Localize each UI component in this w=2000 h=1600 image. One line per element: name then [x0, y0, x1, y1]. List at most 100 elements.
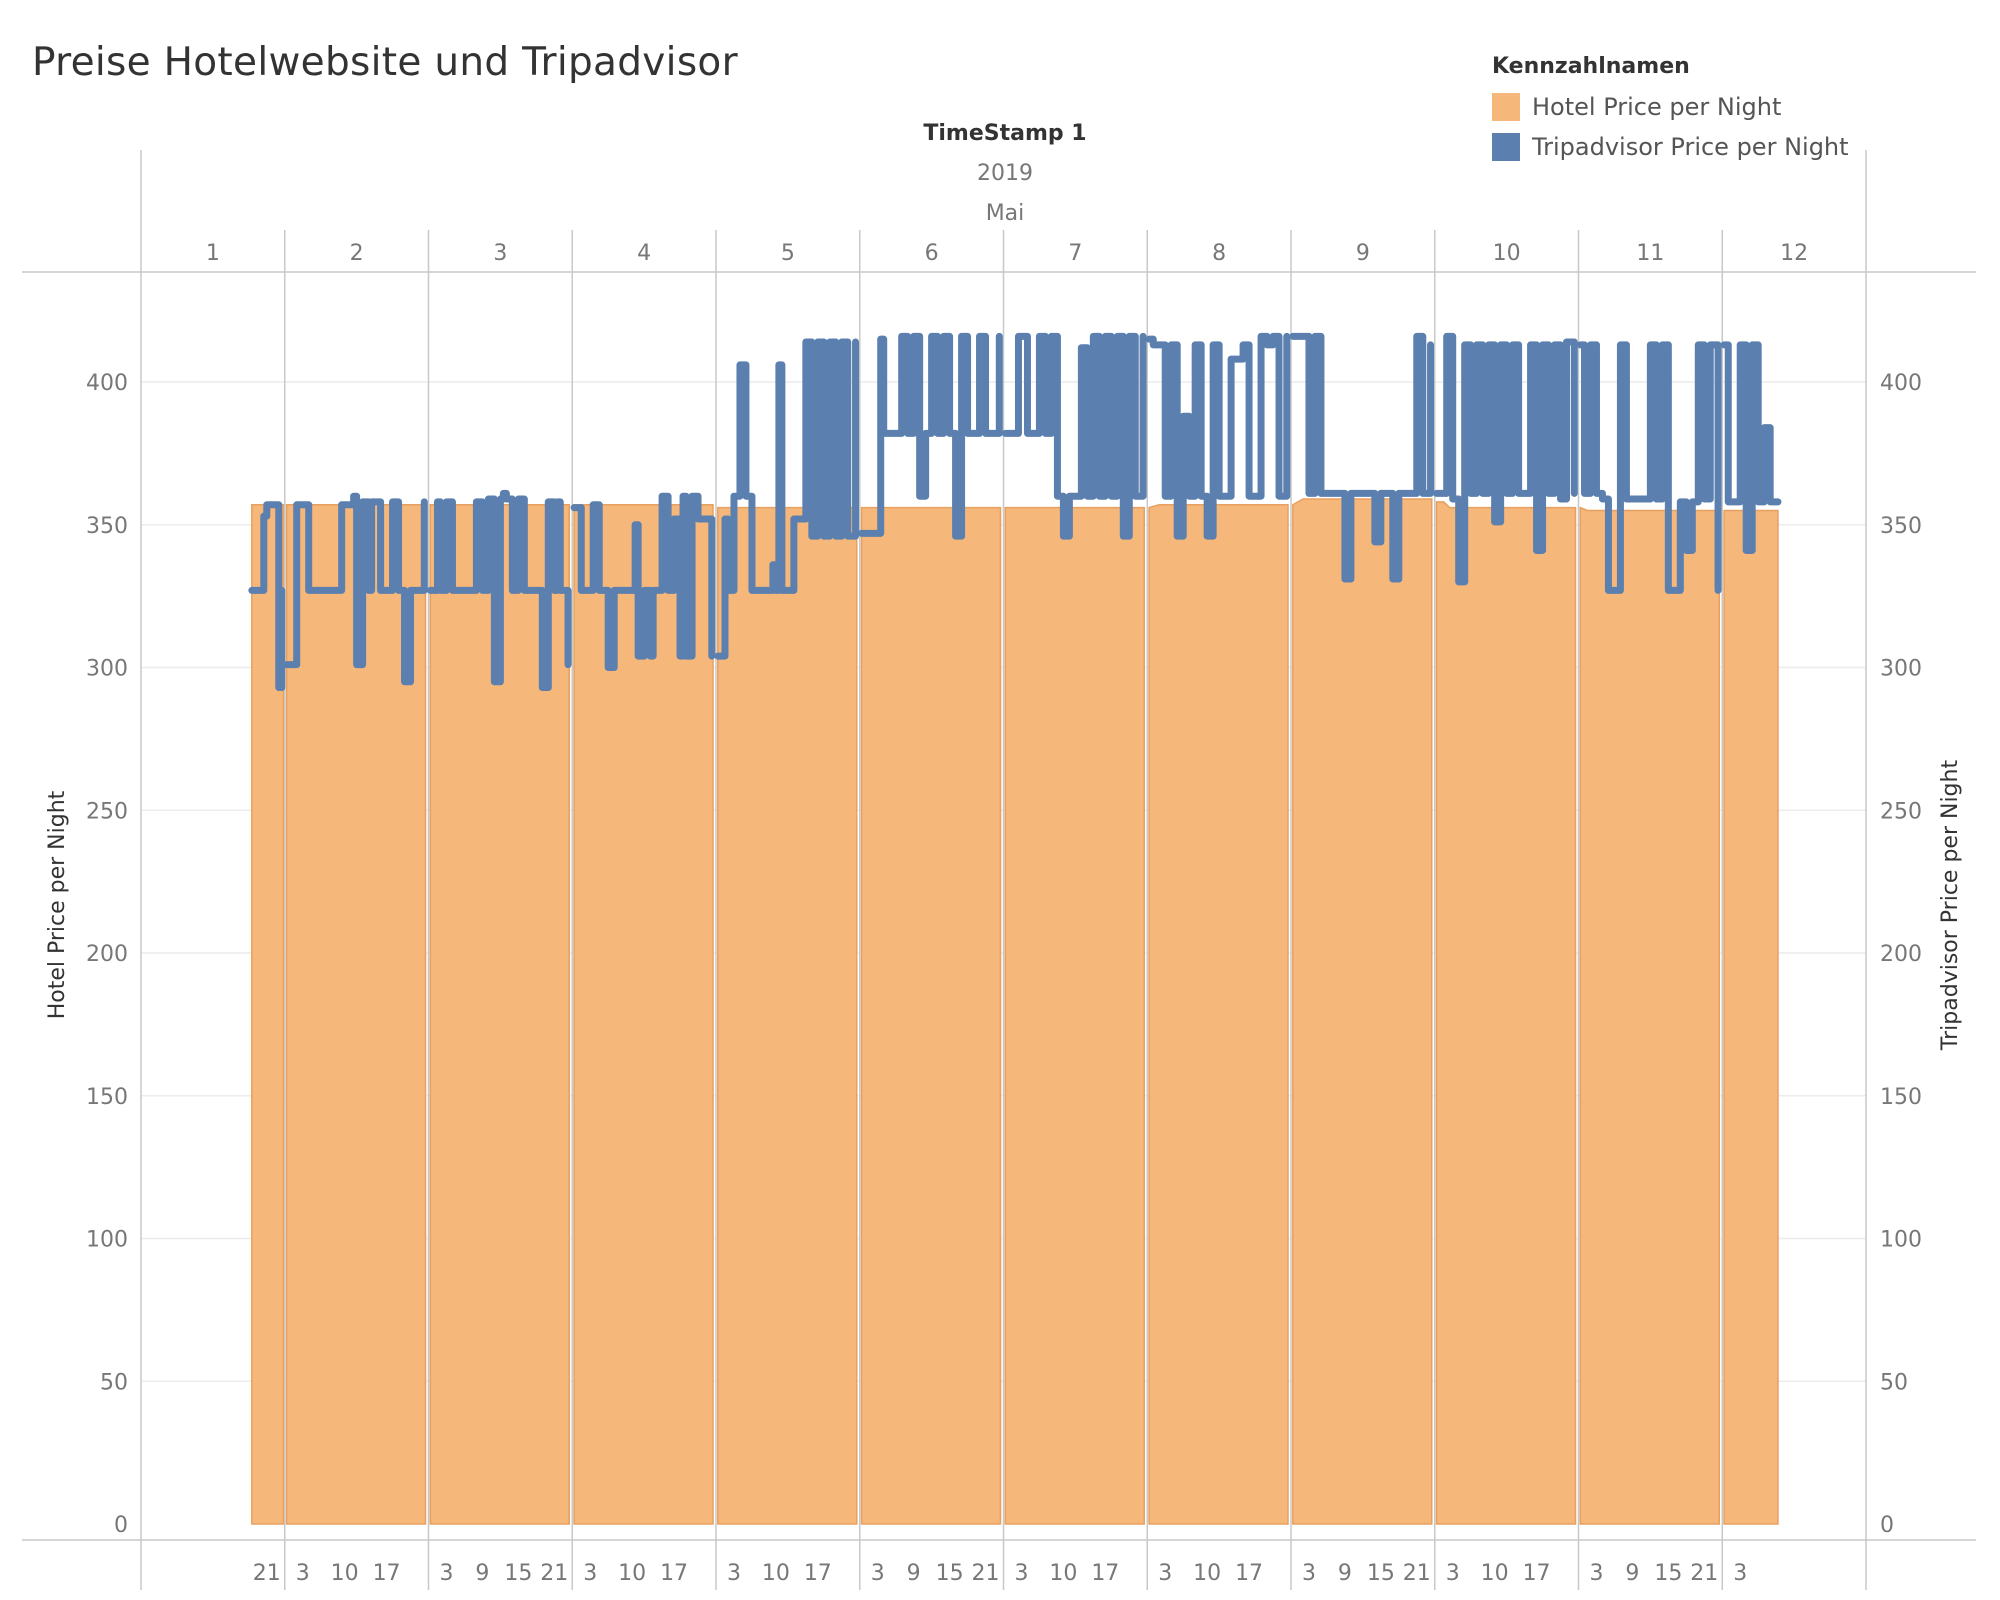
y-tick-right-200: 200	[1880, 942, 1922, 967]
y-tick-left-300: 300	[86, 657, 128, 682]
hour-tick-day7-3: 3	[1014, 1561, 1028, 1586]
hour-tick-day3-9: 9	[475, 1561, 489, 1586]
hour-tick-day3-3: 3	[439, 1561, 453, 1586]
hour-tick-day7-10: 10	[1049, 1561, 1077, 1586]
y-tick-left-150: 150	[86, 1085, 128, 1110]
y-tick-left-0: 0	[114, 1513, 128, 1538]
hotel-area-day-10	[1435, 501, 1577, 1525]
hour-tick-day6-21: 21	[972, 1561, 1000, 1586]
hour-tick-day3-15: 15	[504, 1561, 532, 1586]
chart-title: Preise Hotelwebsite und Tripadvisor	[32, 40, 738, 85]
legend-item-tripadvisor[interactable]: Tripadvisor Price per Night	[1492, 127, 1849, 167]
legend-swatch-hotel	[1492, 93, 1520, 121]
hour-tick-day8-17: 17	[1235, 1561, 1263, 1586]
hour-tick-day7-17: 17	[1091, 1561, 1119, 1586]
axes: 0 0 50 50 100 100 150 150 200 200 250 250 300 300 350 3…	[86, 241, 1922, 1586]
legend: Kennzahlnamen Hotel Price per Night Trip…	[1492, 54, 1849, 167]
y-tick-left-350: 350	[86, 514, 128, 539]
day-label-8: 8	[1212, 241, 1226, 266]
legend-title: Kennzahlnamen	[1492, 54, 1690, 79]
tripadvisor-line-day-7	[1001, 332, 1147, 540]
tripadvisor-line-day-3	[426, 489, 572, 691]
hour-tick-day4-17: 17	[660, 1561, 688, 1586]
hour-tick-day4-3: 3	[583, 1561, 597, 1586]
hour-tick-day11-9: 9	[1625, 1561, 1639, 1586]
y-tick-left-200: 200	[86, 942, 128, 967]
y-tick-right-0: 0	[1880, 1513, 1894, 1538]
day-label-10: 10	[1493, 241, 1521, 266]
y-axis-right-title: Tripadvisor Price per Night	[1938, 760, 1963, 1052]
y-tick-right-400: 400	[1880, 371, 1922, 396]
hour-tick-day9-15: 15	[1367, 1561, 1395, 1586]
y-tick-left-400: 400	[86, 371, 128, 396]
legend-label-hotel: Hotel Price per Night	[1532, 93, 1782, 121]
hour-tick-day6-3: 3	[871, 1561, 885, 1586]
tripadvisor-line-day-11	[1576, 341, 1722, 594]
hour-tick-day6-15: 15	[936, 1561, 964, 1586]
day-label-1: 1	[206, 241, 220, 266]
hour-tick-day12-3: 3	[1733, 1561, 1747, 1586]
hour-tick-day9-9: 9	[1338, 1561, 1352, 1586]
tripadvisor-line-day-6	[858, 332, 1003, 540]
hour-tick-day5-17: 17	[804, 1561, 832, 1586]
hour-tick-day2-10: 10	[331, 1561, 359, 1586]
hour-tick-day10-3: 3	[1446, 1561, 1460, 1586]
y-tick-left-250: 250	[86, 799, 128, 824]
hotel-area-day-12	[1723, 509, 1779, 1525]
pane-frame	[22, 150, 1976, 1590]
legend-swatch-tripadvisor	[1492, 133, 1520, 161]
hour-tick-day9-21: 21	[1403, 1561, 1431, 1586]
tripadvisor-line-day-8	[1145, 332, 1291, 540]
hour-tick-day11-15: 15	[1654, 1561, 1682, 1586]
hour-tick-day5-3: 3	[727, 1561, 741, 1586]
hotel-area-day-1	[251, 504, 285, 1525]
hour-tick-day6-9: 9	[907, 1561, 921, 1586]
hotel-area-day-11	[1579, 506, 1721, 1525]
y-tick-left-100: 100	[86, 1228, 128, 1253]
y-tick-right-150: 150	[1880, 1085, 1922, 1110]
y-tick-right-250: 250	[1880, 799, 1922, 824]
hour-tick-day3-21: 21	[540, 1561, 568, 1586]
hour-tick-day4-10: 10	[618, 1561, 646, 1586]
hour-tick-day5-10: 10	[762, 1561, 790, 1586]
hotel-area-day-5	[717, 506, 858, 1525]
tripadvisor-line-day-2	[283, 492, 428, 686]
tripadvisor-line-day-9	[1289, 332, 1435, 583]
x-header-year: 2019	[977, 161, 1033, 186]
legend-label-tripadvisor: Tripadvisor Price per Night	[1532, 133, 1849, 161]
hour-tick-day1-21: 21	[253, 1561, 281, 1586]
day-label-7: 7	[1068, 241, 1082, 266]
hour-tick-day11-3: 3	[1589, 1561, 1603, 1586]
y-tick-right-50: 50	[1880, 1370, 1908, 1395]
hotel-area-series	[251, 498, 1779, 1525]
hour-tick-day8-3: 3	[1158, 1561, 1172, 1586]
y-axis-left-title: Hotel Price per Night	[45, 790, 70, 1019]
tripadvisor-line-day-5	[714, 338, 860, 660]
day-label-4: 4	[637, 241, 651, 266]
hotel-area-day-8	[1148, 504, 1289, 1525]
day-label-6: 6	[925, 241, 939, 266]
hour-tick-day9-3: 3	[1302, 1561, 1316, 1586]
hotel-area-day-4	[573, 504, 714, 1525]
day-label-9: 9	[1356, 241, 1370, 266]
tripadvisor-line-day-1	[248, 501, 286, 691]
tripadvisor-line-day-10	[1433, 332, 1578, 586]
y-tick-right-100: 100	[1880, 1228, 1922, 1253]
hotel-area-day-9	[1292, 498, 1433, 1525]
y-tick-left-50: 50	[100, 1370, 128, 1395]
legend-item-hotel[interactable]: Hotel Price per Night	[1492, 87, 1849, 127]
hotel-area-day-7	[1004, 506, 1146, 1525]
x-header-title: TimeStamp 1	[923, 121, 1086, 146]
hour-tick-day10-17: 17	[1523, 1561, 1551, 1586]
hour-tick-day8-10: 10	[1193, 1561, 1221, 1586]
tripadvisor-line-series	[248, 332, 1782, 691]
hour-tick-day2-3: 3	[296, 1561, 310, 1586]
hour-tick-day11-21: 21	[1690, 1561, 1718, 1586]
hotel-area-day-3	[429, 504, 571, 1525]
tripadvisor-line-day-4	[570, 492, 716, 671]
y-tick-right-350: 350	[1880, 514, 1922, 539]
hour-tick-day2-17: 17	[373, 1561, 401, 1586]
y-tick-right-300: 300	[1880, 657, 1922, 682]
day-label-12: 12	[1780, 241, 1808, 266]
day-label-5: 5	[781, 241, 795, 266]
